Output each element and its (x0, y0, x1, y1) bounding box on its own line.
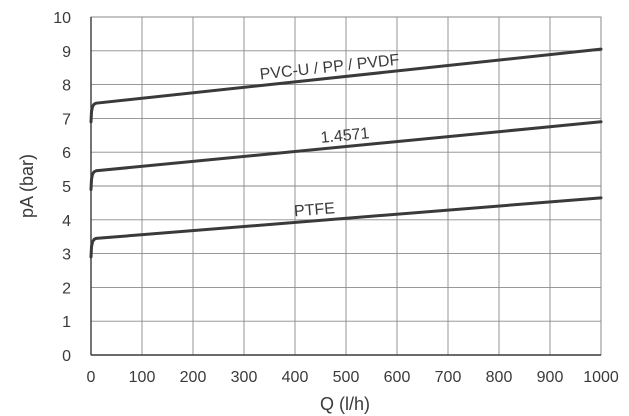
series-line (89, 196, 603, 259)
x-tick-label: 400 (282, 369, 309, 386)
y-tick-label: 5 (62, 179, 71, 196)
y-tick-label: 8 (62, 78, 71, 95)
series-line (89, 47, 603, 124)
x-axis-title: Q (l/h) (320, 394, 370, 414)
x-tick-label: 0 (87, 369, 96, 386)
series-label: PTFE (293, 200, 335, 220)
y-tick-label: 1 (62, 314, 71, 331)
x-tick-label: 800 (486, 369, 513, 386)
x-tick-label: 200 (180, 369, 207, 386)
y-tick-label: 2 (62, 280, 71, 297)
y-tick-label: 9 (62, 44, 71, 61)
y-tick-label: 7 (62, 111, 71, 128)
x-tick-label: 700 (435, 369, 462, 386)
series-line (89, 120, 603, 191)
y-tick-label: 0 (62, 348, 71, 365)
x-tick-label: 900 (537, 369, 564, 386)
series-label: 1.4571 (320, 125, 370, 147)
tick-labels: 0 100 200 300 400 500 600 700 800 900 1000 0 1 2 3 4 5 6 7… (53, 10, 619, 386)
x-tick-label: 1000 (583, 369, 619, 386)
y-tick-label: 3 (62, 247, 71, 264)
y-tick-label: 6 (62, 145, 71, 162)
y-tick-label: 4 (62, 213, 71, 230)
x-tick-label: 500 (333, 369, 360, 386)
y-axis-title: pA (bar) (17, 154, 37, 218)
y-tick-label: 10 (53, 10, 71, 27)
series (89, 47, 603, 259)
x-tick-label: 100 (129, 369, 156, 386)
x-tick-label: 600 (384, 369, 411, 386)
x-tick-label: 300 (231, 369, 258, 386)
